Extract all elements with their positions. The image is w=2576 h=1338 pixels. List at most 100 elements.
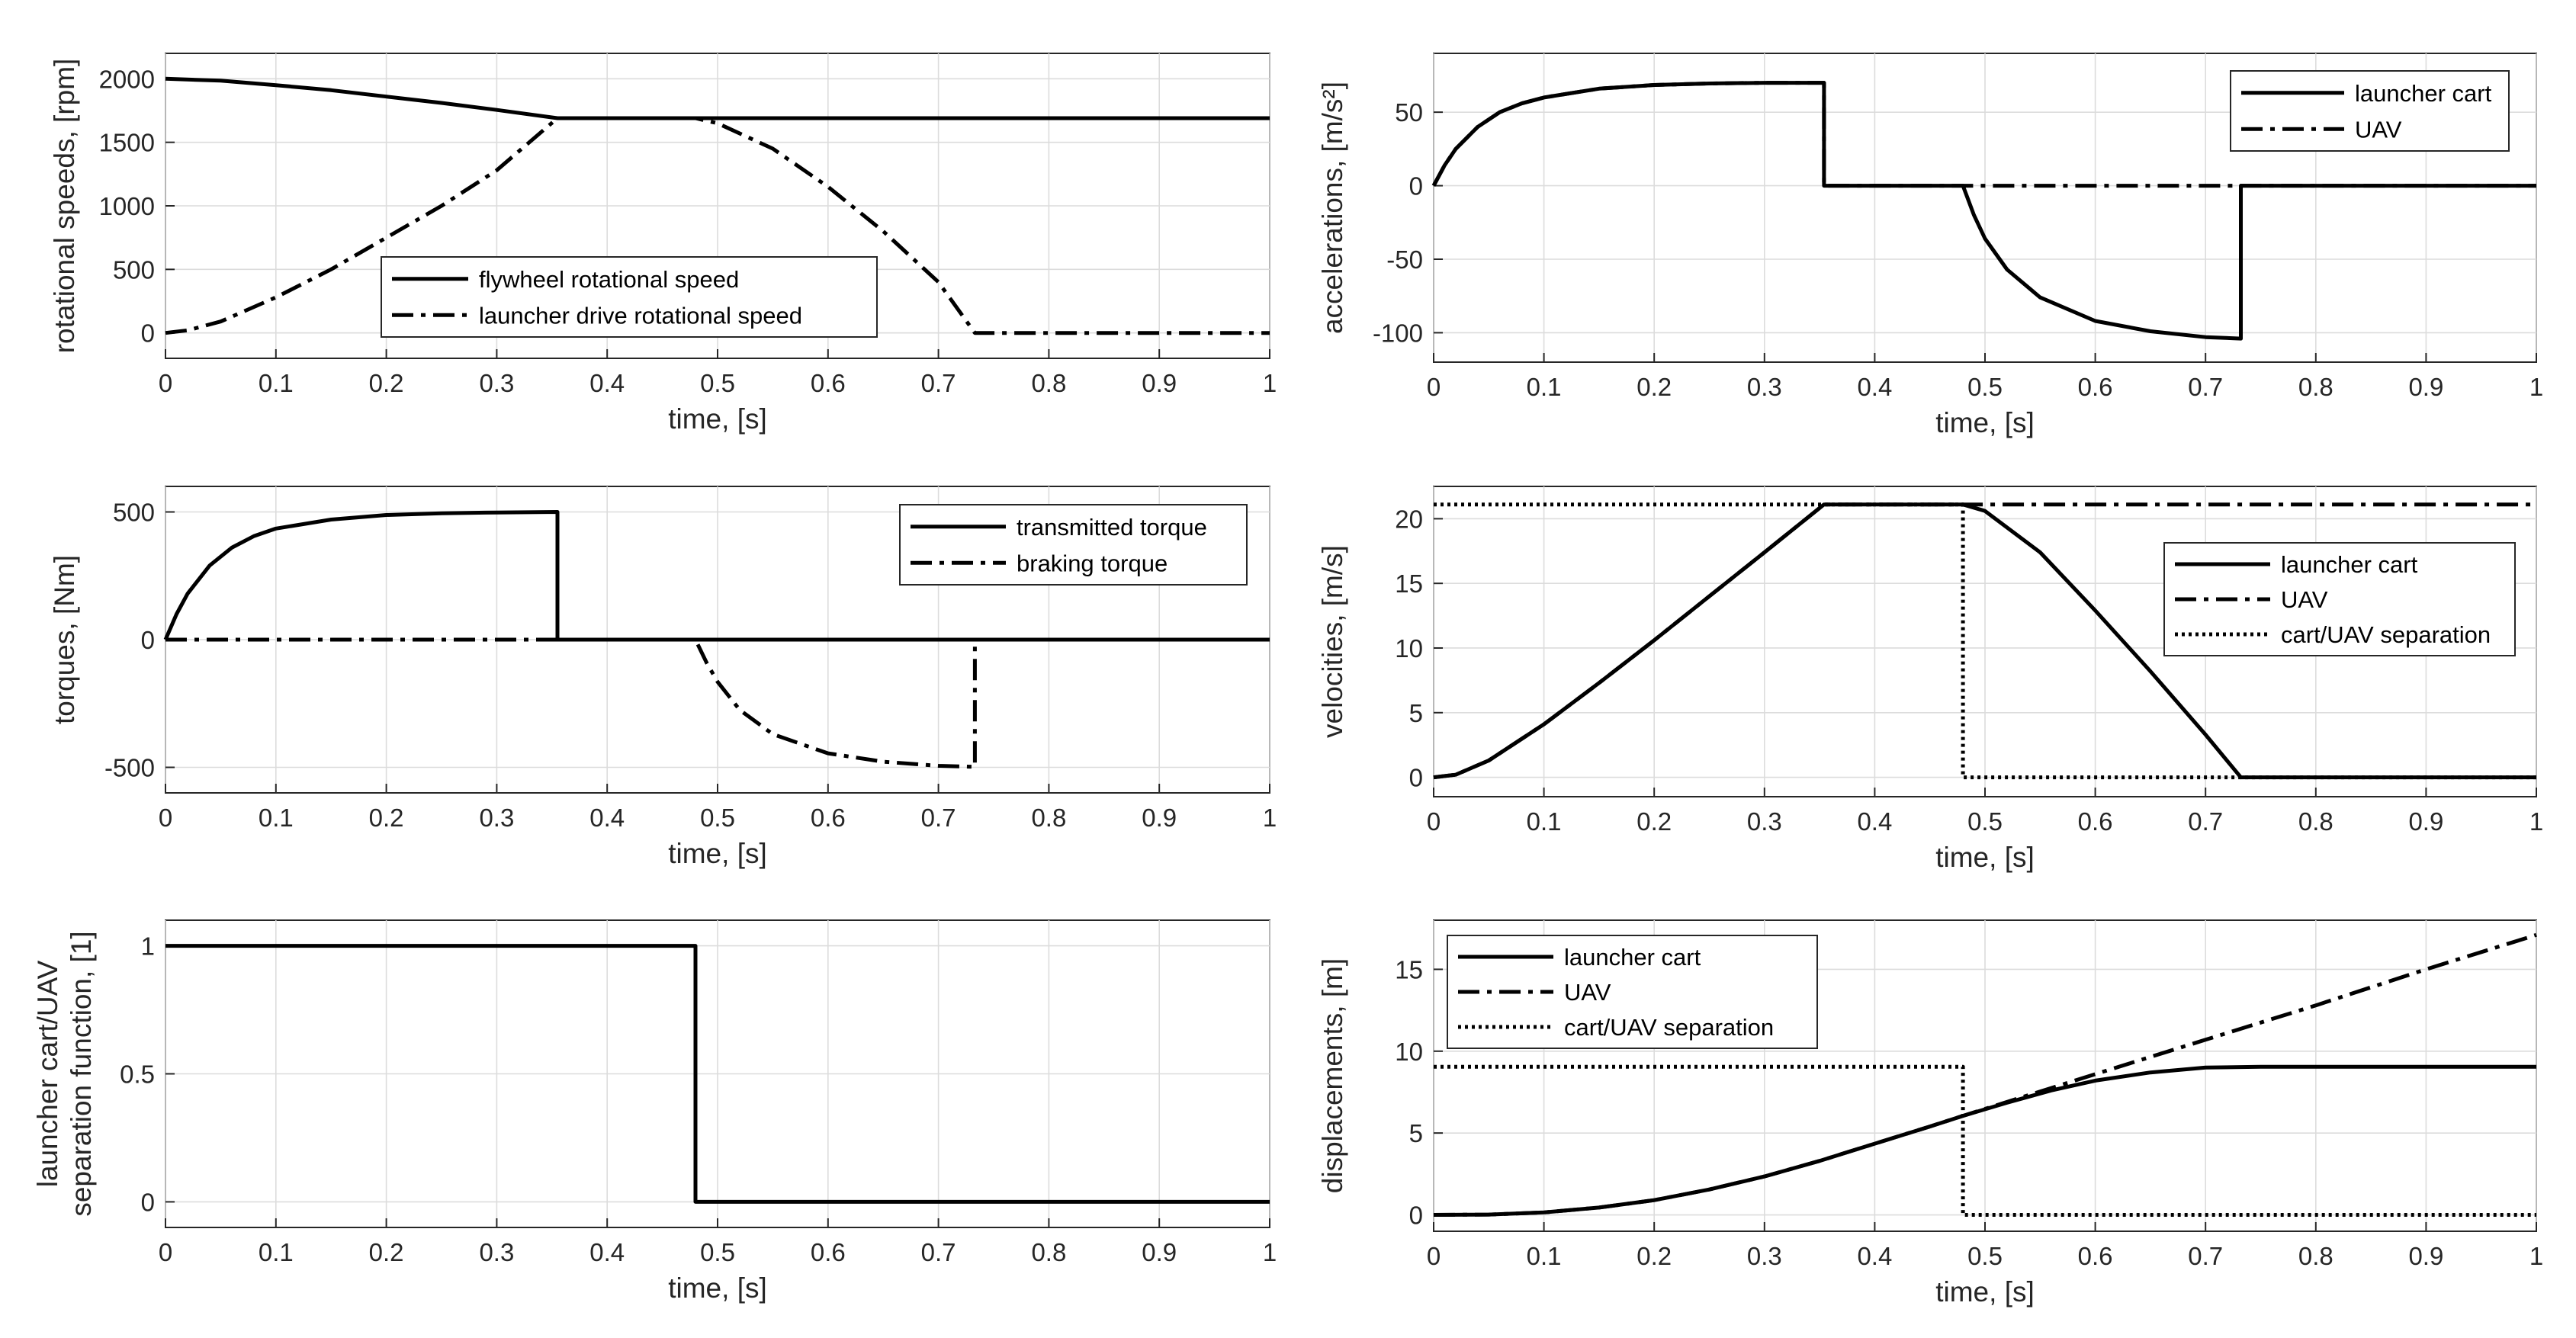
legend-label: launcher cart [2355, 80, 2492, 107]
legend: transmitted torque braking torque [899, 504, 1248, 586]
y-tick-label: 15 [1395, 955, 1423, 983]
x-tick-label: 0.2 [369, 804, 404, 832]
x-tick-label: 0.7 [2188, 1242, 2223, 1270]
legend-label: UAV [2355, 116, 2402, 143]
x-tick-label: 0.5 [700, 1238, 735, 1266]
y-tick-label: 0 [1409, 1202, 1423, 1230]
chart-3: 0 0.1 0.2 0.3 0.4 0.5 0.6 0.7 0.8 0.9 1-5000500tim… [49, 486, 1277, 869]
x-axis-label: time, [s] [668, 838, 767, 869]
legend-label: UAV [1564, 979, 1611, 1006]
y-tick-label: 5 [1409, 1119, 1423, 1147]
y-tick-label: 20 [1395, 505, 1423, 533]
x-tick-label: 0.4 [589, 369, 625, 397]
x-tick-label: 0.3 [479, 1238, 514, 1266]
y-tick-label: -500 [104, 754, 155, 782]
x-tick-label: 0 [1427, 373, 1441, 401]
x-tick-label: 0.6 [811, 369, 846, 397]
y-tick-label: 500 [113, 255, 155, 284]
chart-6: 0 0.1 0.2 0.3 0.4 0.5 0.6 0.7 0.8 0.9 1051015time,… [1317, 919, 2543, 1308]
y-tick-label: 1500 [99, 129, 155, 157]
y-tick-label: 50 [1395, 98, 1423, 127]
x-tick-label: 0 [1427, 1242, 1441, 1270]
x-tick-label: 1 [1263, 369, 1277, 397]
x-tick-label: 0.7 [921, 1238, 956, 1266]
series-line-cart-uav-separation [1434, 502, 2536, 780]
x-tick-label: 0.7 [2188, 807, 2223, 836]
chart-4: 0 0.1 0.2 0.3 0.4 0.5 0.6 0.7 0.8 0.9 105101520tim… [1317, 486, 2543, 873]
x-tick-label: 0.3 [479, 369, 514, 397]
x-tick-label: 0.6 [811, 1238, 846, 1266]
x-tick-label: 0.3 [1747, 807, 1782, 836]
y-axis-label: velocities, [m/s] [1317, 545, 1348, 738]
x-axis-label: time, [s] [1935, 842, 2035, 873]
x-axis-label: time, [s] [668, 403, 767, 435]
chart-1: 0 0.1 0.2 0.3 0.4 0.5 0.6 0.7 0.8 0.9 1 0 500 1000 150… [49, 53, 1277, 435]
x-tick-label: 0.1 [259, 804, 294, 832]
x-tick-label: 0.5 [1967, 807, 2003, 836]
y-axis-label: displacements, [m] [1317, 958, 1348, 1193]
legend-label: launcher cart [1564, 944, 1701, 971]
x-tick-label: 0.7 [921, 804, 956, 832]
x-tick-label: 0.2 [1636, 373, 1672, 401]
x-tick-label: 0 [1427, 807, 1441, 836]
y-tick-label: -100 [1373, 319, 1423, 347]
x-tick-label: 0.8 [1031, 804, 1066, 832]
x-tick-label: 0.5 [1967, 1242, 2003, 1270]
x-tick-label: 0 [159, 1238, 172, 1266]
legend-label: cart/UAV separation [2281, 621, 2491, 648]
x-tick-label: 0.1 [1527, 1242, 1562, 1270]
series-line-transmitted-torque [163, 510, 1270, 642]
series-line-uav [1433, 932, 2537, 1217]
x-tick-label: 0.1 [259, 369, 294, 397]
x-tick-label: 0.4 [1857, 373, 1892, 401]
x-axis-label: time, [s] [1935, 407, 2035, 438]
x-tick-label: 0 [159, 804, 172, 832]
x-tick-label: 0.6 [2078, 807, 2113, 836]
x-tick-label: 0.2 [369, 369, 404, 397]
legend: launcher cart UAV cart/UAV separation [2163, 542, 2516, 656]
x-tick-label: 0.5 [700, 804, 735, 832]
x-tick-label: 1 [2529, 807, 2543, 836]
legend-label: launcher cart [2281, 551, 2418, 578]
y-tick-label: 1 [141, 932, 155, 961]
chart-2: 0 0.1 0.2 0.3 0.4 0.5 0.6 0.7 0.8 0.9 1 -100 -50 0 50 t… [1317, 53, 2543, 438]
x-tick-label: 0.6 [811, 804, 846, 832]
x-tick-label: 0.4 [589, 1238, 625, 1266]
y-tick-label: 0 [1409, 172, 1423, 201]
x-tick-label: 1 [1263, 1238, 1277, 1266]
legend: launcher cart UAV [2230, 70, 2510, 152]
y-axis-label: separation function, [1] [66, 931, 97, 1216]
legend-label: cart/UAV separation [1564, 1014, 1774, 1041]
y-tick-label: 0 [141, 319, 155, 348]
y-tick-label: 0 [141, 1188, 155, 1216]
y-axis-label: rotational speeds, [rpm] [49, 59, 80, 354]
legend-box [899, 504, 1248, 586]
legend-label: flywheel rotational speed [479, 266, 739, 293]
x-tick-label: 0.4 [1857, 1242, 1892, 1270]
x-tick-label: 0.6 [2078, 1242, 2113, 1270]
y-axis-label: torques, [Nm] [49, 555, 80, 724]
x-tick-label: 0.8 [1031, 1238, 1066, 1266]
x-tick-label: 0.9 [1142, 804, 1177, 832]
x-tick-label: 0.3 [1747, 373, 1782, 401]
legend-label: transmitted torque [1017, 514, 1207, 541]
x-tick-label: 0.8 [1031, 369, 1066, 397]
series-line-launcher-drive-rotational-speed [165, 116, 1270, 335]
x-tick-label: 0.6 [2078, 373, 2113, 401]
y-tick-label: 10 [1395, 1038, 1423, 1066]
x-tick-label: 0.9 [1142, 1238, 1177, 1266]
x-tick-label: 0.4 [589, 804, 625, 832]
x-axis-label: time, [s] [668, 1272, 767, 1304]
y-tick-label: 2000 [99, 65, 155, 93]
x-tick-label: 1 [2529, 1242, 2543, 1270]
x-tick-label: 0.9 [1142, 369, 1177, 397]
y-tick-label: 0.5 [120, 1060, 155, 1089]
x-tick-label: 0.3 [1747, 1242, 1782, 1270]
chart-5: 0 0.1 0.2 0.3 0.4 0.5 0.6 0.7 0.8 0.9 1 0 0.5 1 time, … [32, 919, 1277, 1304]
legend-label: UAV [2281, 586, 2328, 613]
x-tick-label: 1 [2529, 373, 2543, 401]
y-tick-label: -50 [1386, 245, 1423, 274]
y-tick-label: 1000 [99, 192, 155, 220]
x-tick-label: 0.1 [1527, 373, 1562, 401]
